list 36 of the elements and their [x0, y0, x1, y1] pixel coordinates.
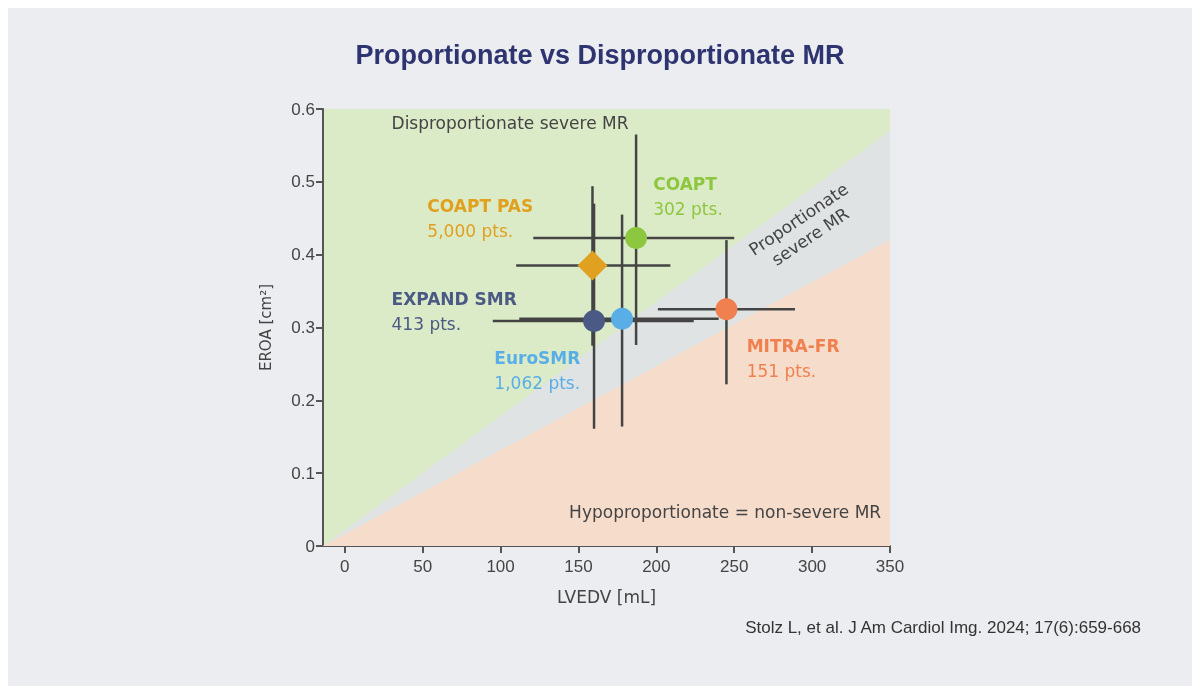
- annotation: 302 pts.: [653, 198, 723, 219]
- text: EuroSMR: [494, 347, 581, 368]
- y-tick-label: 0.5: [291, 172, 315, 192]
- x-tick-label: 350: [875, 557, 905, 576]
- text: COAPT: [653, 173, 718, 194]
- text: Stolz L, et al. J Am Cardiol Img. 2024; 17(6):659-668: [745, 618, 1142, 637]
- point: [625, 226, 648, 249]
- text: COAPT PAS: [427, 196, 534, 217]
- annotation: 413 pts.: [391, 313, 462, 334]
- annotation: Hypoproportionate = non-severe MR: [569, 502, 882, 523]
- x-tick-label: 0: [340, 557, 350, 576]
- point: [583, 309, 606, 332]
- chart-title: Proportionate vs Disproportionate MR: [355, 39, 845, 70]
- y-axis-title: EROA [cm²]: [256, 283, 275, 372]
- x-tick-label: 50: [413, 557, 433, 576]
- y-tick-label: 0: [305, 536, 315, 556]
- x-tick-label: 200: [642, 557, 671, 576]
- y-tick-label: 0.3: [291, 318, 315, 337]
- x-tick-label: 250: [720, 557, 749, 576]
- annotation: 5,000 pts.: [427, 221, 514, 242]
- y-tick-label: 0.4: [291, 245, 315, 265]
- y-tick-label: 0.2: [291, 390, 315, 410]
- text: EXPAND SMR: [391, 288, 517, 309]
- y-tick-label: 0.1: [291, 463, 315, 483]
- y-tick-label: 0.6: [291, 99, 315, 119]
- series-label: MITRA-FR: [746, 336, 840, 357]
- x-tick-label: 100: [486, 557, 515, 576]
- annotation: 1,062 pts.: [494, 372, 581, 393]
- point: [611, 307, 634, 330]
- x-tick-label: 150: [564, 557, 593, 576]
- point: [577, 250, 608, 281]
- x-axis-title: LVEDV [mL]: [556, 586, 657, 607]
- x-tick-label: 300: [797, 557, 827, 576]
- annotation: 151 pts.: [746, 361, 817, 382]
- point: [715, 298, 738, 321]
- annotation: Disproportionate severe MR: [391, 112, 629, 133]
